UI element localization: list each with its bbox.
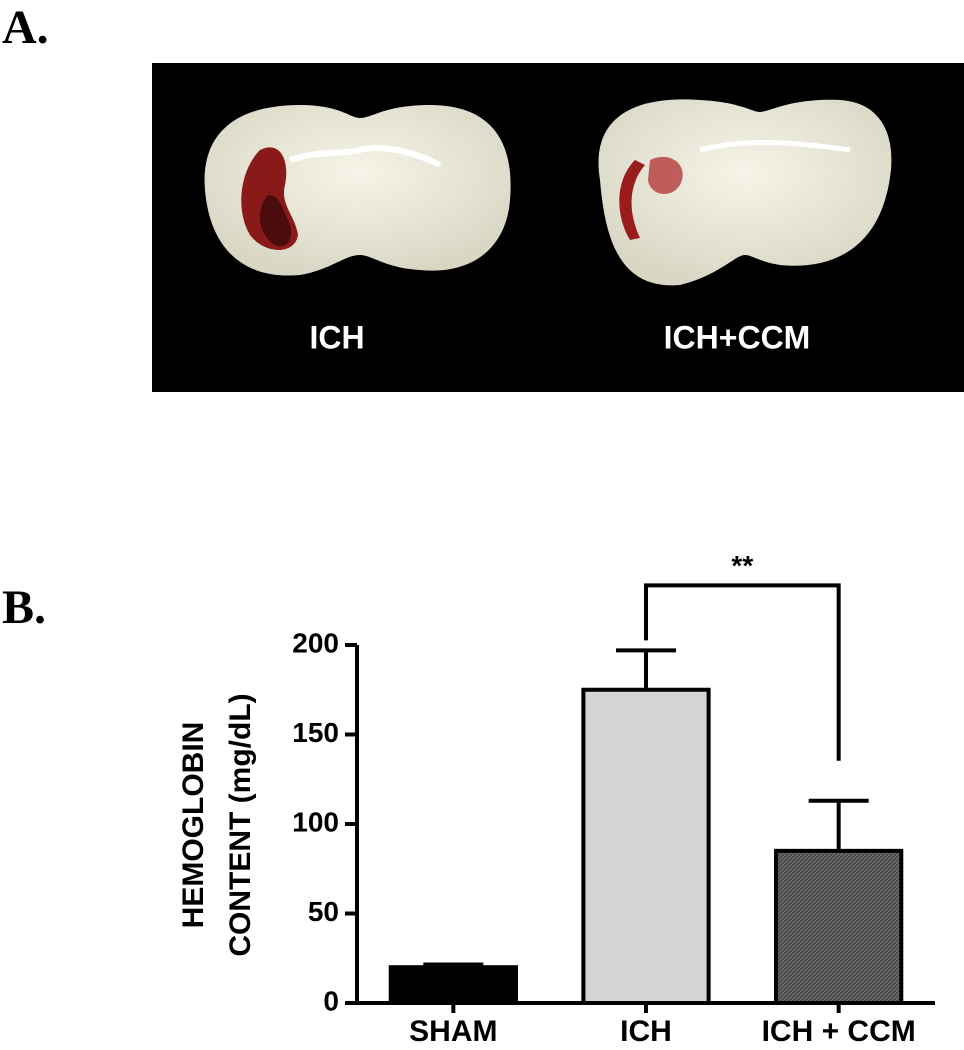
panel-label: A. — [2, 1, 49, 54]
significance-label: ** — [731, 550, 753, 581]
y-axis-label: HEMOGLOBIN — [177, 722, 210, 929]
y-axis-label: CONTENT (mg/dL) — [224, 693, 257, 956]
brain-slice — [598, 99, 892, 286]
image-label: ICH — [309, 319, 364, 355]
y-tick-label: 100 — [292, 806, 339, 837]
panel-label: B. — [2, 581, 46, 634]
y-tick-label: 50 — [308, 896, 339, 927]
y-tick-label: 150 — [292, 717, 339, 748]
y-tick-label: 200 — [292, 627, 339, 658]
y-tick-label: 0 — [323, 985, 339, 1016]
significance-bracket — [644, 583, 841, 761]
brain-slice — [204, 105, 511, 276]
x-tick-label: ICH — [620, 1015, 672, 1048]
x-tick-label: SHAM — [409, 1015, 497, 1048]
bar — [581, 687, 711, 1005]
image-label: ICH+CCM — [664, 319, 811, 355]
x-tick-label: ICH + CCM — [762, 1015, 916, 1048]
bar — [774, 848, 904, 1005]
bar — [388, 965, 518, 1006]
